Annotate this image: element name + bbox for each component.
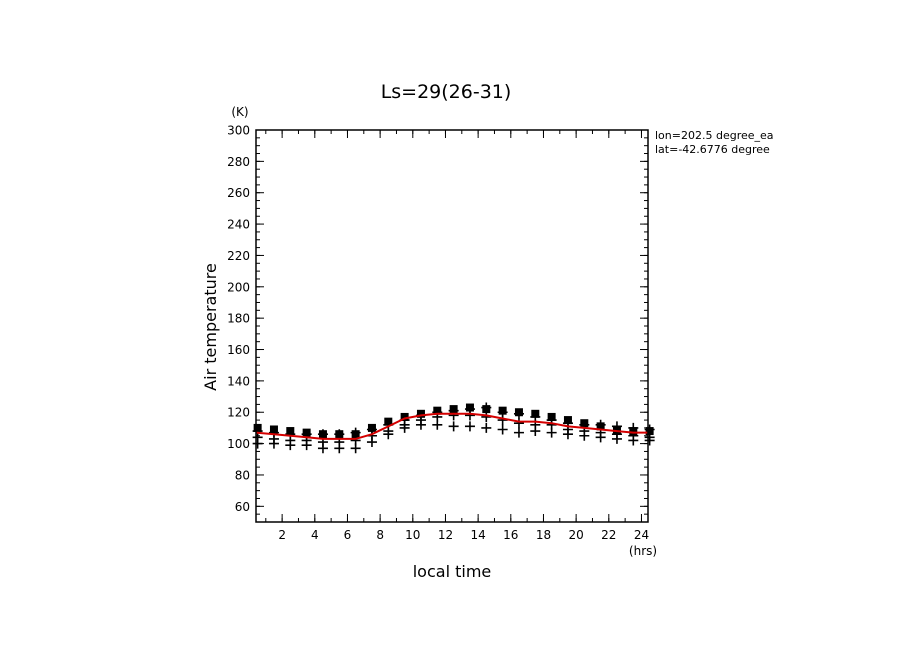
y-tick-label: 80 <box>235 468 250 482</box>
x-tick-label: 24 <box>634 528 649 542</box>
x-tick-label: 6 <box>344 528 352 542</box>
x-axis-label: local time <box>413 562 492 581</box>
plus-marker <box>415 419 426 430</box>
x-tick-label: 2 <box>278 528 286 542</box>
plus-marker <box>268 438 279 449</box>
plus-marker <box>366 437 377 448</box>
square-marker <box>547 412 556 421</box>
square-marker <box>580 419 589 428</box>
plus-marker <box>513 427 524 438</box>
plus-marker <box>432 419 443 430</box>
square-marker <box>367 423 376 432</box>
square-marker <box>563 416 572 425</box>
plus-marker <box>334 443 345 454</box>
y-tick-label: 180 <box>227 312 250 326</box>
fit-line <box>255 412 648 440</box>
y-axis-label: Air temperature <box>201 263 220 391</box>
square-marker <box>465 403 474 412</box>
y-tick-label: 200 <box>227 280 250 294</box>
x-tick-label: 10 <box>405 528 420 542</box>
y-tick-label: 160 <box>227 343 250 357</box>
square-marker <box>351 430 360 439</box>
square-marker <box>269 425 278 434</box>
y-tick-label: 240 <box>227 218 250 232</box>
square-marker <box>531 409 540 418</box>
x-tick-label: 8 <box>376 528 384 542</box>
plus-marker <box>530 426 541 437</box>
plus-marker <box>611 433 622 444</box>
square-marker <box>318 430 327 439</box>
square-marker <box>302 428 311 437</box>
annotation-lon: lon=202.5 degree_ea <box>655 129 774 142</box>
square-marker <box>416 409 425 418</box>
x-unit-label: (hrs) <box>629 544 657 558</box>
plus-marker <box>562 429 573 440</box>
square-marker <box>629 427 638 436</box>
x-tick-label: 14 <box>470 528 485 542</box>
plus-marker <box>513 418 524 429</box>
axis-ticks: 2 4 6 8 10 12 14 16 18 20 22 2460801001201401601802… <box>227 124 649 543</box>
x-tick-label: 22 <box>601 528 616 542</box>
chart-title: Ls=29(26-31) <box>381 81 512 103</box>
square-marker <box>596 422 605 431</box>
y-unit-label: (K) <box>231 105 248 119</box>
square-marker <box>498 406 507 415</box>
plus-marker <box>350 443 361 454</box>
square-marker <box>253 423 262 432</box>
plus-marker <box>448 421 459 432</box>
plus-marker <box>497 424 508 435</box>
data-marks <box>252 402 655 454</box>
square-marker <box>612 425 621 434</box>
square-marker <box>645 427 654 436</box>
plus-marker <box>464 410 475 421</box>
y-tick-label: 220 <box>227 249 250 263</box>
annotation-clip <box>780 126 904 158</box>
plus-marker <box>285 440 296 451</box>
square-marker <box>433 406 442 415</box>
square-marker <box>482 405 491 414</box>
plus-marker <box>644 435 655 446</box>
square-marker <box>400 412 409 421</box>
plus-marker <box>595 432 606 443</box>
x-tick-label: 18 <box>536 528 551 542</box>
y-tick-label: 260 <box>227 186 250 200</box>
plus-marker <box>481 422 492 433</box>
plus-marker <box>252 438 263 449</box>
y-tick-label: 120 <box>227 406 250 420</box>
plus-marker <box>383 429 394 440</box>
y-tick-label: 60 <box>235 500 250 514</box>
square-marker <box>449 405 458 414</box>
x-tick-label: 16 <box>503 528 518 542</box>
plus-marker <box>317 443 328 454</box>
plus-marker <box>399 422 410 433</box>
square-marker <box>286 427 295 436</box>
plus-marker <box>464 421 475 432</box>
y-tick-label: 140 <box>227 374 250 388</box>
y-tick-label: 100 <box>227 437 250 451</box>
plot-frame <box>255 129 649 523</box>
x-tick-label: 20 <box>568 528 583 542</box>
plus-marker <box>301 440 312 451</box>
square-marker <box>514 408 523 417</box>
plus-marker <box>628 435 639 446</box>
y-tick-label: 300 <box>227 124 250 138</box>
square-marker <box>335 430 344 439</box>
y-tick-label: 280 <box>227 155 250 169</box>
annotation-lat: lat=-42.6776 degree <box>655 143 770 156</box>
x-tick-label: 4 <box>311 528 319 542</box>
plus-marker <box>546 427 557 438</box>
square-marker <box>384 417 393 426</box>
plus-marker <box>579 430 590 441</box>
x-tick-label: 12 <box>438 528 453 542</box>
